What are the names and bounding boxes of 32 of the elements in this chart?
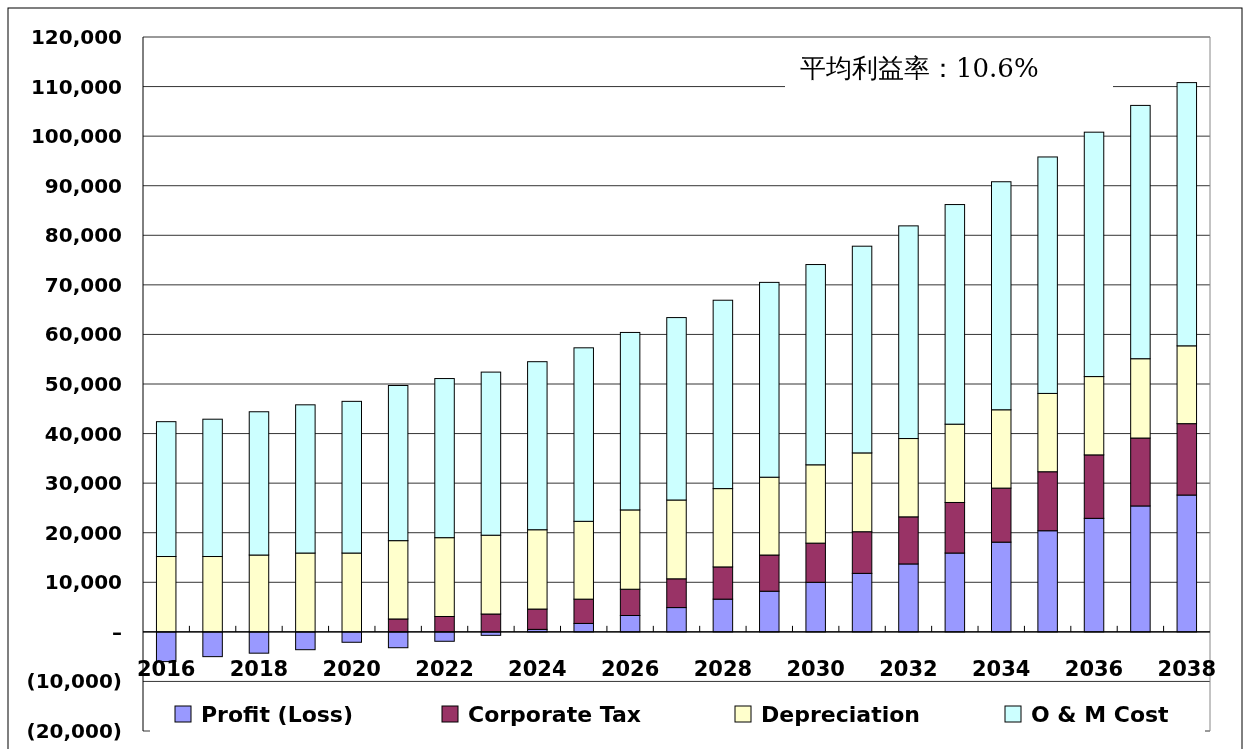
y-tick-label: (10,000) <box>26 669 122 694</box>
y-tick-label: 50,000 <box>44 372 122 396</box>
x-tick-label: 2034 <box>972 656 1031 681</box>
y-tick-label: 20,000 <box>44 520 122 545</box>
x-tick-label: 2024 <box>508 656 567 681</box>
x-tick-label: 2018 <box>229 656 289 681</box>
y-tick-label: (20,000) <box>26 719 122 743</box>
x-tick-label: 2026 <box>600 656 660 681</box>
y-tick-label: 40,000 <box>44 421 122 446</box>
legend-label: Profit (Loss) <box>201 701 354 727</box>
y-tick-label: 90,000 <box>44 173 122 198</box>
y-tick-label: 10,000 <box>44 570 122 595</box>
x-tick-label: 2030 <box>786 656 845 681</box>
y-tick-label: 120,000 <box>30 25 122 49</box>
x-tick-label: 2038 <box>1157 656 1217 681</box>
x-tick-label: 2032 <box>879 656 938 681</box>
x-tick-label: 2022 <box>415 656 474 681</box>
y-tick-label: 110,000 <box>30 74 122 99</box>
x-tick-label: 2036 <box>1064 656 1124 681</box>
y-tick-label: 60,000 <box>44 322 122 347</box>
x-tick-label: 2016 <box>136 656 196 681</box>
annotation: 平均利益率：10.6% <box>800 53 1039 83</box>
legend-label: O & M Cost <box>1031 701 1170 727</box>
legend-label: Corporate Tax <box>468 701 641 727</box>
y-tick-label: – <box>112 619 122 644</box>
y-tick-label: 100,000 <box>30 124 122 149</box>
y-tick-label: 30,000 <box>44 471 122 496</box>
x-tick-label: 2020 <box>322 656 381 681</box>
y-tick-label: 70,000 <box>44 272 122 297</box>
legend-label: Depreciation <box>761 701 920 727</box>
x-tick-label: 2028 <box>693 656 753 681</box>
y-tick-label: 80,000 <box>44 223 122 248</box>
